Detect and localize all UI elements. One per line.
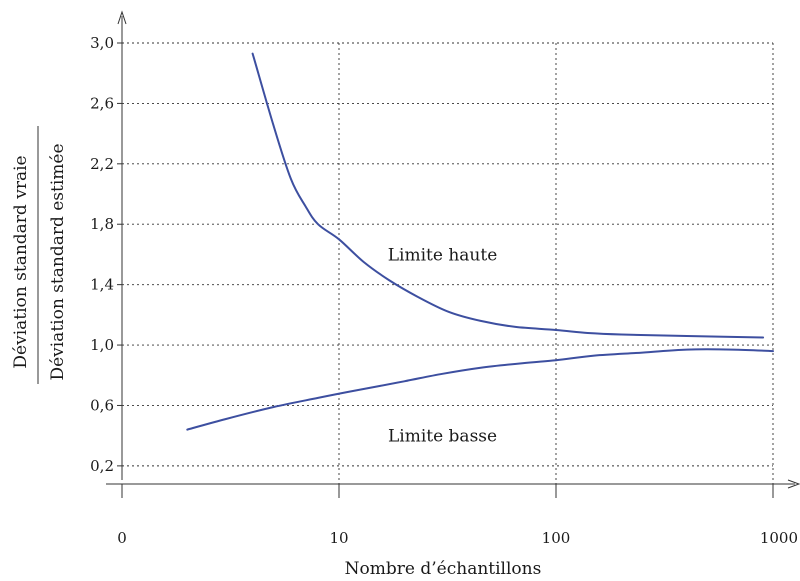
annotation-label: Limite basse [388,427,497,447]
x-axis-title: Nombre d’échantillons [345,559,542,579]
annotations: Limite haute Limite basse [388,245,498,446]
y-tick-label: 2,6 [90,94,114,112]
labels: Nombre d’échantillons Déviation standard… [11,126,541,579]
y-axis-title-denominator: Déviation standard estimée [48,143,68,380]
ticks: 0,2 0,6 1,0 1,4 1,8 2,2 2,6 3,0 0 10 100 1000 [90,34,798,547]
x-tick-label: 10 [329,529,348,547]
y-tick-label: 3,0 [90,34,114,52]
series-line-upper [251,52,765,339]
y-tick-label: 1,0 [90,336,114,354]
axes [106,10,800,489]
y-axis-arrow [117,10,127,25]
x-tick-label: 0 [117,529,127,547]
y-axis-title-numerator: Déviation standard vraie [11,155,31,368]
series-line-lower [186,348,774,431]
y-tick-label: 1,4 [90,276,114,294]
x-axis-arrow [787,479,800,489]
y-tick-label: 2,2 [90,155,114,173]
grid [122,42,774,484]
y-tick-label: 0,2 [90,457,114,475]
series [186,52,774,431]
x-tick-label: 100 [542,529,571,547]
y-tick-label: 1,8 [90,215,114,233]
y-tick-label: 0,6 [90,396,114,414]
annotation-label: Limite haute [388,245,498,265]
y-axis-title: Déviation standard vraie Déviation stand… [11,126,68,384]
x-tick-label: 1000 [760,529,798,547]
